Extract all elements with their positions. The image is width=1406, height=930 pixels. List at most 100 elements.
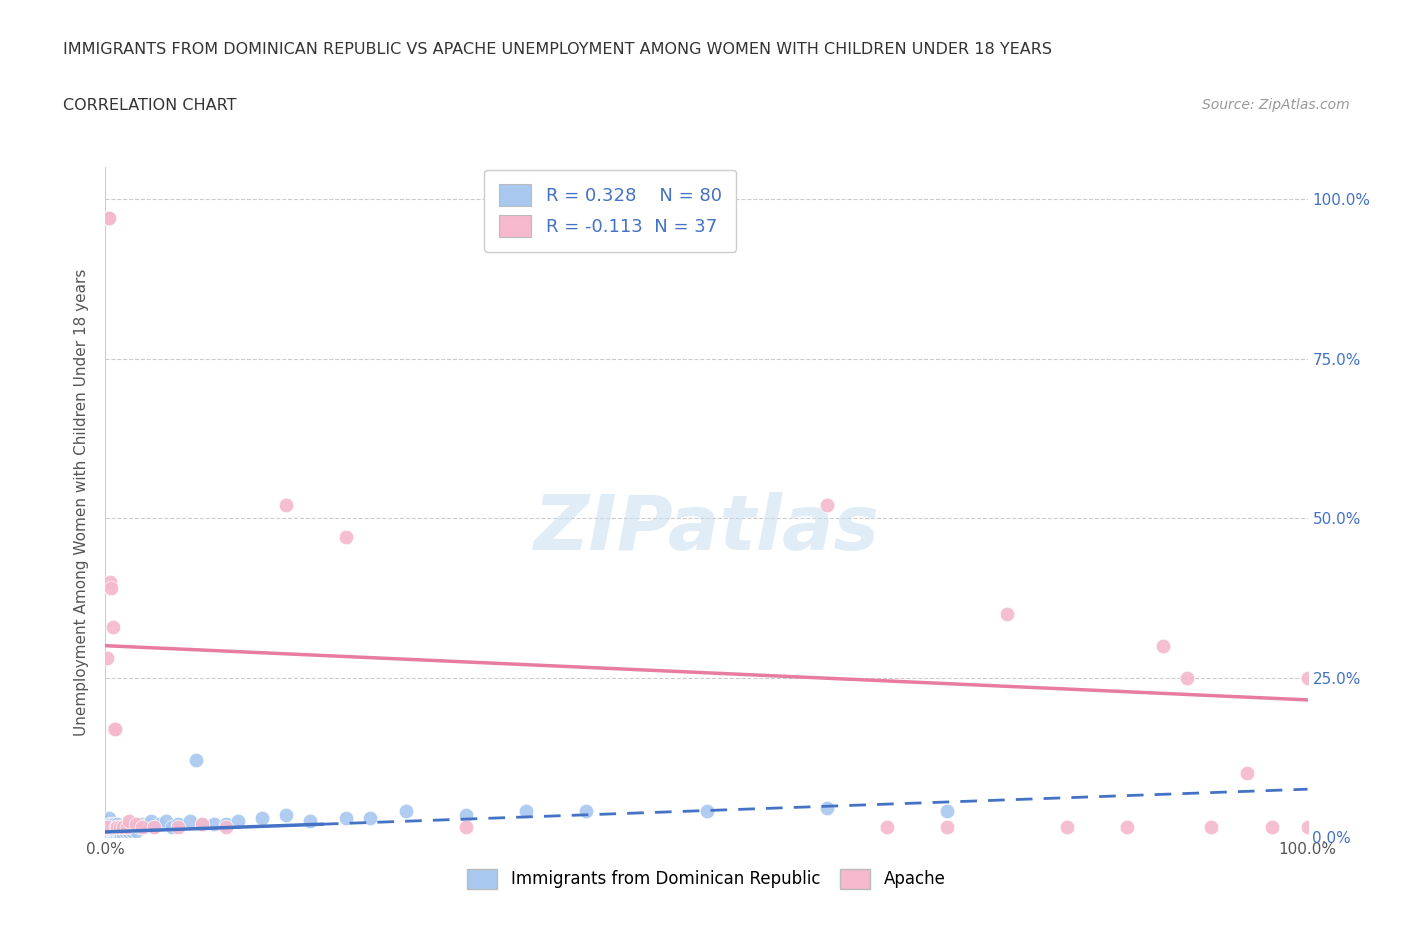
Point <box>1056 820 1078 835</box>
Point <box>454 807 477 822</box>
Point <box>115 820 138 835</box>
Point <box>454 820 477 835</box>
Point <box>97 814 120 829</box>
Point <box>226 814 249 829</box>
Point <box>515 804 537 819</box>
Text: Source: ZipAtlas.com: Source: ZipAtlas.com <box>1202 98 1350 112</box>
Point <box>103 823 125 838</box>
Point <box>107 817 129 831</box>
Point <box>101 823 124 838</box>
Point <box>118 820 141 835</box>
Point <box>166 820 188 835</box>
Point <box>127 817 149 831</box>
Point <box>98 211 121 226</box>
Point <box>1152 638 1174 653</box>
Point <box>96 827 118 842</box>
Point <box>98 817 121 831</box>
Point <box>1260 820 1282 835</box>
Text: ZIPatlas: ZIPatlas <box>533 492 880 566</box>
Point <box>97 823 120 838</box>
Y-axis label: Unemployment Among Women with Children Under 18 years: Unemployment Among Women with Children U… <box>75 269 90 736</box>
Point <box>115 817 138 831</box>
Point <box>136 817 159 831</box>
Point <box>100 827 122 842</box>
Point <box>1296 820 1319 835</box>
Text: IMMIGRANTS FROM DOMINICAN REPUBLIC VS APACHE UNEMPLOYMENT AMONG WOMEN WITH CHILD: IMMIGRANTS FROM DOMINICAN REPUBLIC VS AP… <box>63 42 1052 57</box>
Point <box>214 817 236 831</box>
Point <box>876 820 898 835</box>
Point <box>190 817 212 831</box>
Point <box>298 814 321 829</box>
Point <box>335 530 357 545</box>
Point <box>1296 671 1319 685</box>
Point <box>274 498 297 512</box>
Point <box>100 817 122 831</box>
Point <box>115 820 138 835</box>
Point <box>110 820 132 835</box>
Point <box>96 817 118 831</box>
Point <box>184 753 207 768</box>
Point <box>124 823 146 838</box>
Point <box>250 810 273 825</box>
Point <box>103 721 125 736</box>
Point <box>114 823 136 838</box>
Point <box>100 820 122 835</box>
Point <box>132 820 155 835</box>
Point <box>97 211 120 226</box>
Point <box>96 820 118 835</box>
Point <box>98 827 121 842</box>
Point <box>101 827 124 842</box>
Point <box>100 581 122 596</box>
Point <box>118 814 141 829</box>
Point <box>936 804 959 819</box>
Point <box>395 804 418 819</box>
Point <box>179 814 201 829</box>
Point <box>104 827 127 842</box>
Point <box>696 804 718 819</box>
Point <box>166 817 188 831</box>
Point <box>101 817 124 831</box>
Point <box>1116 820 1139 835</box>
Point <box>96 823 118 838</box>
Point <box>108 827 131 842</box>
Point <box>124 817 146 831</box>
Point <box>214 820 236 835</box>
Point <box>148 817 170 831</box>
Point <box>1201 820 1223 835</box>
Point <box>104 820 127 835</box>
Point <box>105 820 128 835</box>
Point <box>103 817 125 831</box>
Point <box>131 817 153 831</box>
Point <box>142 820 165 835</box>
Point <box>108 820 131 835</box>
Point <box>98 820 121 835</box>
Point <box>98 810 121 825</box>
Point <box>112 827 135 842</box>
Point <box>112 820 135 835</box>
Point <box>1175 671 1198 685</box>
Point <box>107 827 129 842</box>
Point <box>98 823 121 838</box>
Point <box>107 820 129 835</box>
Point <box>155 814 177 829</box>
Point <box>575 804 598 819</box>
Point <box>128 820 150 835</box>
Point <box>110 827 132 842</box>
Point <box>111 823 134 838</box>
Point <box>117 823 139 838</box>
Point <box>105 827 128 842</box>
Point <box>98 823 121 838</box>
Point <box>815 498 838 512</box>
Point <box>98 817 121 831</box>
Point <box>124 817 146 831</box>
Point <box>121 823 143 838</box>
Point <box>359 810 381 825</box>
Point <box>103 827 125 842</box>
Legend: Immigrants from Dominican Republic, Apache: Immigrants from Dominican Republic, Apac… <box>461 862 952 896</box>
Point <box>160 820 183 835</box>
Point <box>120 817 142 831</box>
Point <box>274 807 297 822</box>
Point <box>107 823 129 838</box>
Point <box>190 817 212 831</box>
Point <box>1236 765 1258 780</box>
